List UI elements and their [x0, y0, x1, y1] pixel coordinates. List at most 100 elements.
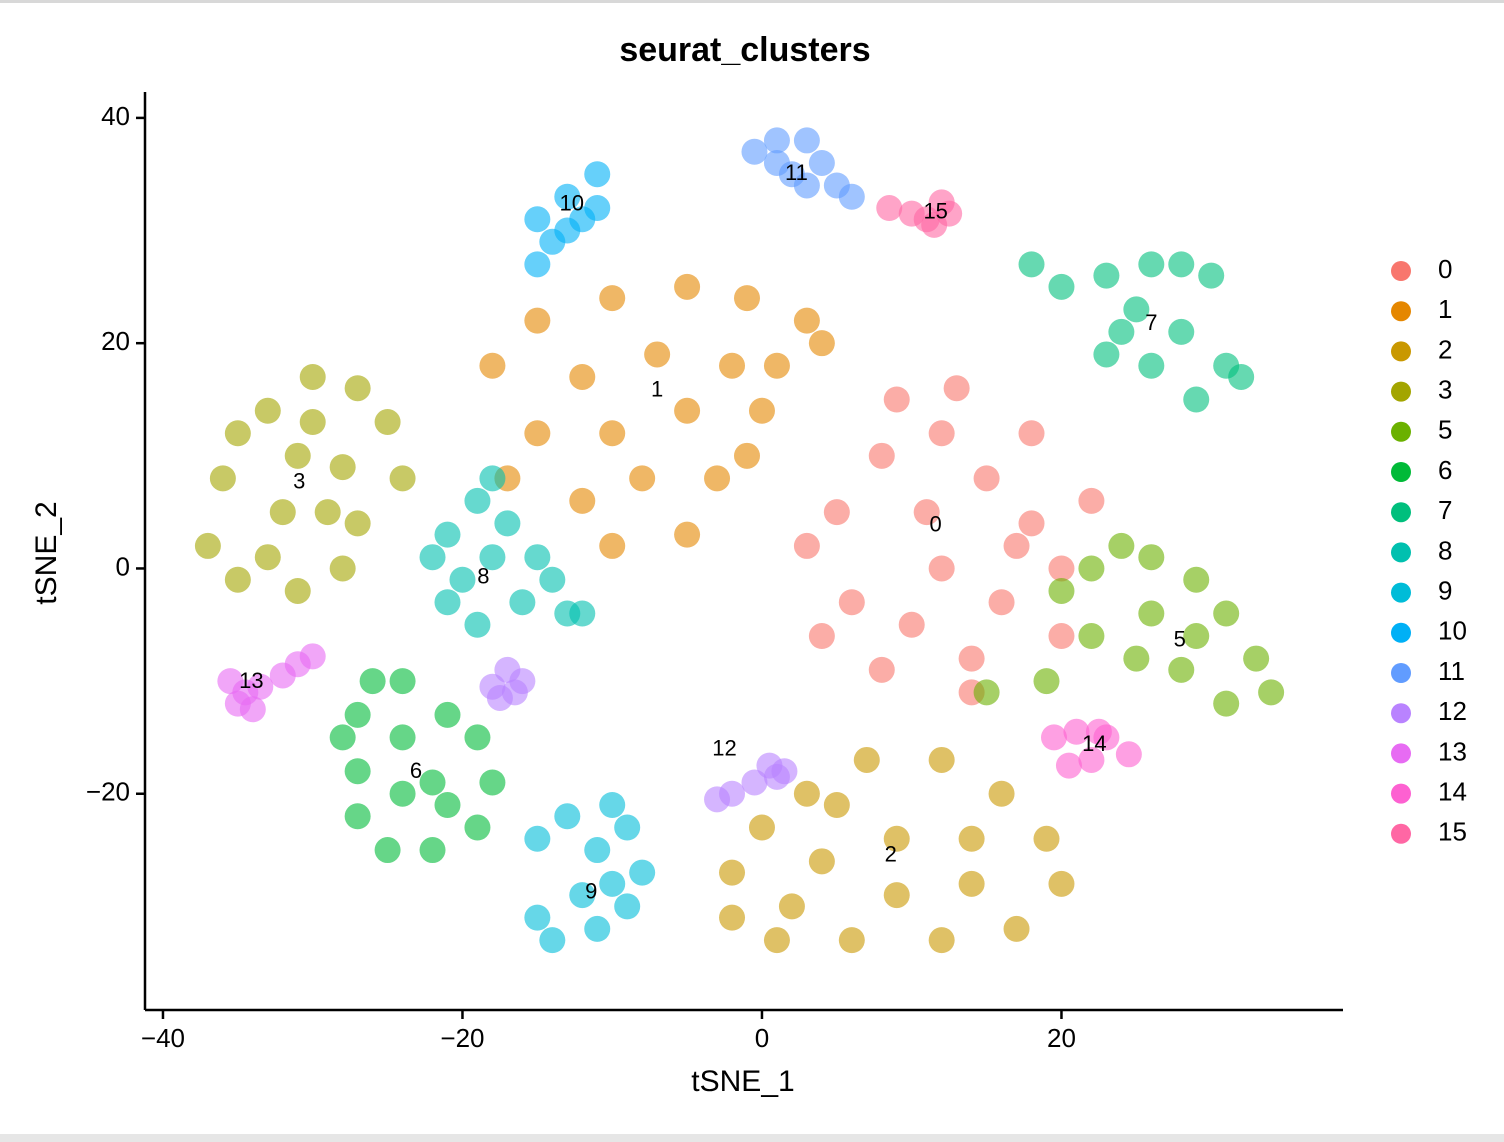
legend-label: 3: [1438, 374, 1452, 404]
point: [434, 791, 461, 818]
point: [464, 724, 491, 751]
y-tick-label: 40: [101, 101, 130, 131]
point: [1183, 623, 1210, 650]
point: [1033, 668, 1060, 695]
x-tick-label: −40: [141, 1023, 185, 1053]
point: [719, 904, 746, 931]
point: [239, 696, 266, 723]
point: [584, 195, 611, 222]
point: [1168, 318, 1195, 345]
point: [973, 465, 1000, 492]
point: [284, 577, 311, 604]
point: [1048, 273, 1075, 300]
point: [539, 927, 566, 954]
legend-swatch: [1391, 823, 1411, 844]
point: [868, 656, 895, 683]
x-tick-label: 0: [755, 1023, 769, 1053]
point: [763, 927, 790, 954]
point: [389, 465, 416, 492]
cluster-label: 13: [239, 668, 263, 693]
cluster-label: 5: [1174, 626, 1186, 651]
point: [509, 668, 536, 695]
legend-label: 15: [1438, 817, 1467, 847]
point: [958, 825, 985, 852]
point: [1048, 870, 1075, 897]
point: [883, 825, 910, 852]
point: [1138, 600, 1165, 627]
point: [1048, 577, 1075, 604]
point: [479, 352, 506, 379]
chart-title: seurat_clusters: [619, 31, 870, 69]
point: [1078, 746, 1105, 773]
point: [1168, 251, 1195, 278]
point: [913, 499, 940, 526]
window-border: [0, 0, 1504, 3]
point: [449, 566, 476, 593]
legend-label: 13: [1438, 736, 1467, 766]
point: [674, 397, 701, 424]
legend-label: 5: [1438, 415, 1452, 445]
legend-label: 6: [1438, 455, 1452, 485]
point: [209, 465, 236, 492]
point: [1228, 363, 1255, 390]
point: [928, 555, 955, 582]
point: [928, 927, 955, 954]
point: [928, 746, 955, 773]
point: [599, 870, 626, 897]
y-tick-label: −20: [86, 777, 130, 807]
point: [741, 769, 768, 796]
point: [958, 870, 985, 897]
point: [763, 352, 790, 379]
legend-swatch: [1391, 261, 1411, 281]
legend-swatch: [1391, 743, 1411, 764]
legend-swatch: [1391, 663, 1411, 683]
point: [299, 409, 326, 436]
point: [1078, 623, 1105, 650]
point: [299, 363, 326, 390]
point: [1048, 555, 1075, 582]
point: [224, 566, 251, 593]
point: [868, 442, 895, 469]
cluster-label: 14: [1082, 731, 1106, 756]
point: [554, 183, 581, 210]
point: [524, 544, 551, 571]
cluster-label: 3: [293, 469, 305, 494]
cluster-label: 9: [585, 879, 597, 904]
legend-swatch: [1391, 622, 1411, 643]
point: [224, 420, 251, 447]
point: [1123, 296, 1150, 323]
point: [569, 363, 596, 390]
legend-swatch: [1391, 542, 1411, 563]
legend-swatch: [1391, 381, 1411, 402]
point: [1183, 386, 1210, 413]
legend-label: 8: [1438, 535, 1452, 565]
point: [876, 195, 903, 222]
window-border: [0, 1134, 1504, 1142]
point: [793, 532, 820, 559]
cluster-label: 6: [410, 758, 422, 783]
point: [599, 420, 626, 447]
point: [344, 803, 371, 830]
point: [359, 668, 386, 695]
point: [1018, 510, 1045, 537]
point: [434, 701, 461, 728]
point: [389, 668, 416, 695]
point: [344, 701, 371, 728]
legend-label: 14: [1438, 776, 1467, 806]
cluster-label: 11: [785, 160, 808, 185]
point: [778, 893, 805, 920]
point: [1063, 718, 1090, 745]
legend-label: 0: [1438, 254, 1452, 284]
x-tick-label: −20: [440, 1023, 484, 1053]
cluster-label: 12: [712, 736, 736, 761]
point: [524, 307, 551, 334]
point: [524, 904, 551, 931]
point: [1213, 690, 1240, 717]
legend-swatch: [1391, 341, 1411, 362]
point: [1040, 724, 1067, 751]
point: [748, 814, 775, 841]
point: [419, 837, 446, 864]
point: [629, 465, 656, 492]
point: [419, 769, 446, 796]
